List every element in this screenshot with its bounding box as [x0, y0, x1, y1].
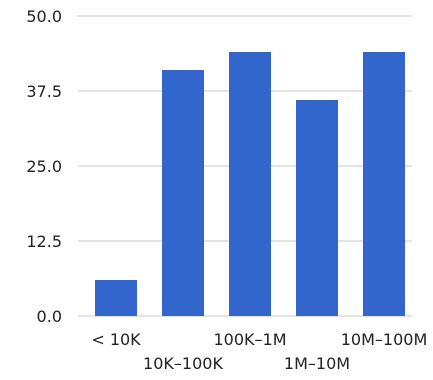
y-tick-label: 12.5 [26, 232, 62, 251]
bar [296, 100, 338, 316]
x-tick-label: 10M–100M [341, 330, 428, 349]
bar [162, 70, 204, 316]
bar [229, 52, 271, 316]
x-tick-label: < 10K [91, 330, 141, 349]
x-tick-label: 100K–1M [213, 330, 286, 349]
y-tick-label: 25.0 [26, 157, 62, 176]
bar [95, 280, 137, 316]
bars [95, 52, 405, 316]
x-tick-label: 10K–100K [143, 354, 223, 373]
bar [363, 52, 405, 316]
y-axis-ticks: 0.0 12.5 25.0 37.5 50.0 [26, 7, 62, 326]
x-tick-label: 1M–10M [284, 354, 350, 373]
y-tick-label: 50.0 [26, 7, 62, 26]
y-tick-label: 0.0 [37, 307, 62, 326]
y-tick-label: 37.5 [26, 82, 62, 101]
